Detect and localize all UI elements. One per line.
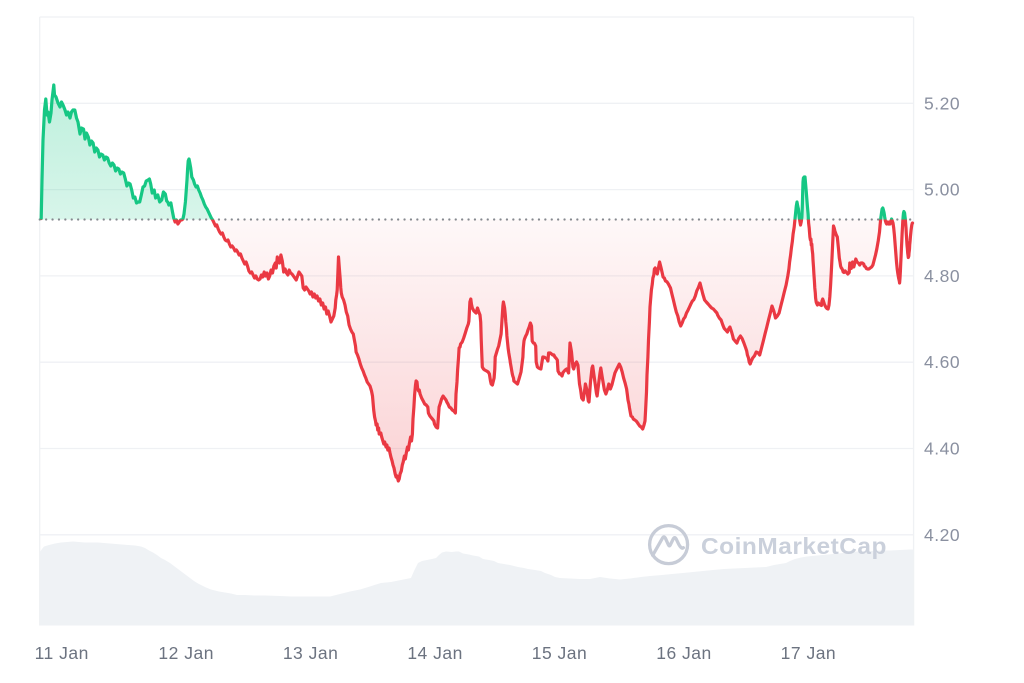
svg-text:4.20: 4.20 — [924, 525, 960, 545]
svg-text:5.20: 5.20 — [924, 93, 960, 113]
svg-text:14 Jan: 14 Jan — [407, 643, 463, 663]
svg-text:4.80: 4.80 — [924, 266, 960, 286]
svg-text:11 Jan: 11 Jan — [35, 643, 89, 663]
svg-text:4.40: 4.40 — [924, 439, 960, 459]
svg-text:12 Jan: 12 Jan — [158, 643, 214, 663]
svg-text:16 Jan: 16 Jan — [656, 643, 712, 663]
svg-text:4.60: 4.60 — [924, 352, 960, 372]
svg-text:5.00: 5.00 — [924, 180, 960, 200]
svg-text:13 Jan: 13 Jan — [283, 643, 339, 663]
svg-text:17 Jan: 17 Jan — [781, 643, 837, 663]
svg-text:CoinMarketCap: CoinMarketCap — [701, 533, 887, 559]
svg-text:15 Jan: 15 Jan — [532, 643, 588, 663]
